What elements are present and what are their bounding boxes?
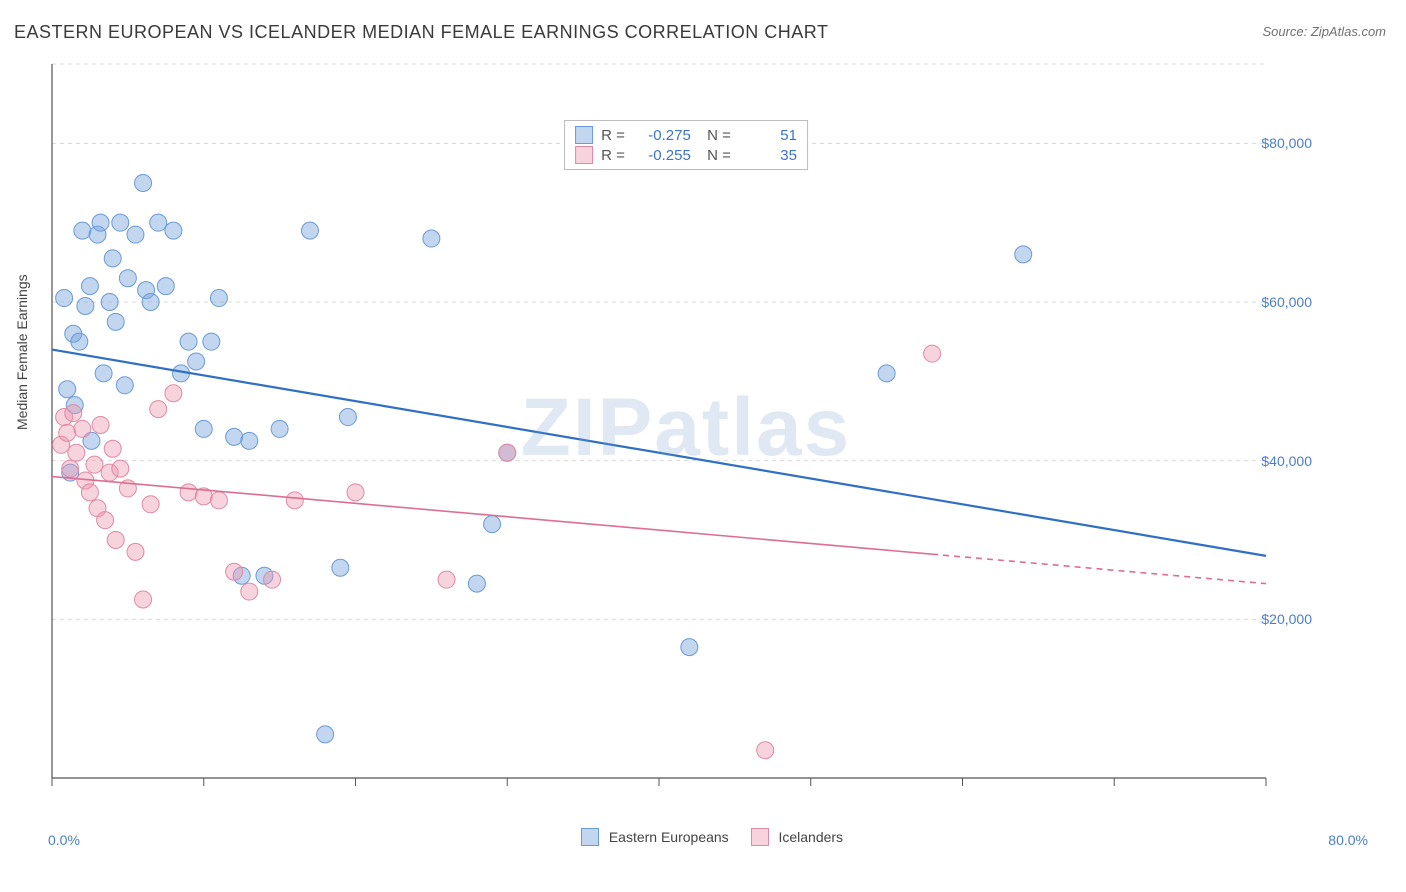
stats-n-label: N = — [699, 127, 731, 144]
correlation-stats-box: R = -0.275 N = 51 R = -0.255 N = 35 — [564, 120, 808, 170]
stats-r-value-0: -0.275 — [633, 127, 691, 144]
legend-swatch-1 — [751, 828, 769, 846]
stats-r-value-1: -0.255 — [633, 147, 691, 164]
y-axis-label: Median Female Earnings — [14, 274, 30, 430]
stats-row-series-1: R = -0.255 N = 35 — [575, 145, 797, 165]
legend-swatch-0 — [581, 828, 599, 846]
chart-title: EASTERN EUROPEAN VS ICELANDER MEDIAN FEM… — [14, 22, 828, 43]
y-tick-label: $80,000 — [1261, 135, 1312, 151]
stats-r-label: R = — [601, 147, 625, 164]
stats-n-value-0: 51 — [739, 127, 797, 144]
stats-swatch-1 — [575, 146, 593, 164]
legend-bottom: Eastern Europeans Icelanders — [0, 828, 1406, 846]
legend-label-1: Icelanders — [778, 829, 843, 845]
chart-area: ZIPatlas R = -0.275 N = 51 R = -0.255 N … — [46, 58, 1326, 798]
chart-page: EASTERN EUROPEAN VS ICELANDER MEDIAN FEM… — [0, 0, 1406, 892]
stats-n-value-1: 35 — [739, 147, 797, 164]
stats-n-label: N = — [699, 147, 731, 164]
stats-r-label: R = — [601, 127, 625, 144]
y-tick-label: $20,000 — [1261, 611, 1312, 627]
legend-label-0: Eastern Europeans — [609, 829, 729, 845]
source-attribution: Source: ZipAtlas.com — [1262, 24, 1386, 39]
y-tick-label: $60,000 — [1261, 294, 1312, 310]
stats-row-series-0: R = -0.275 N = 51 — [575, 125, 797, 145]
stats-swatch-0 — [575, 126, 593, 144]
y-tick-label: $40,000 — [1261, 453, 1312, 469]
